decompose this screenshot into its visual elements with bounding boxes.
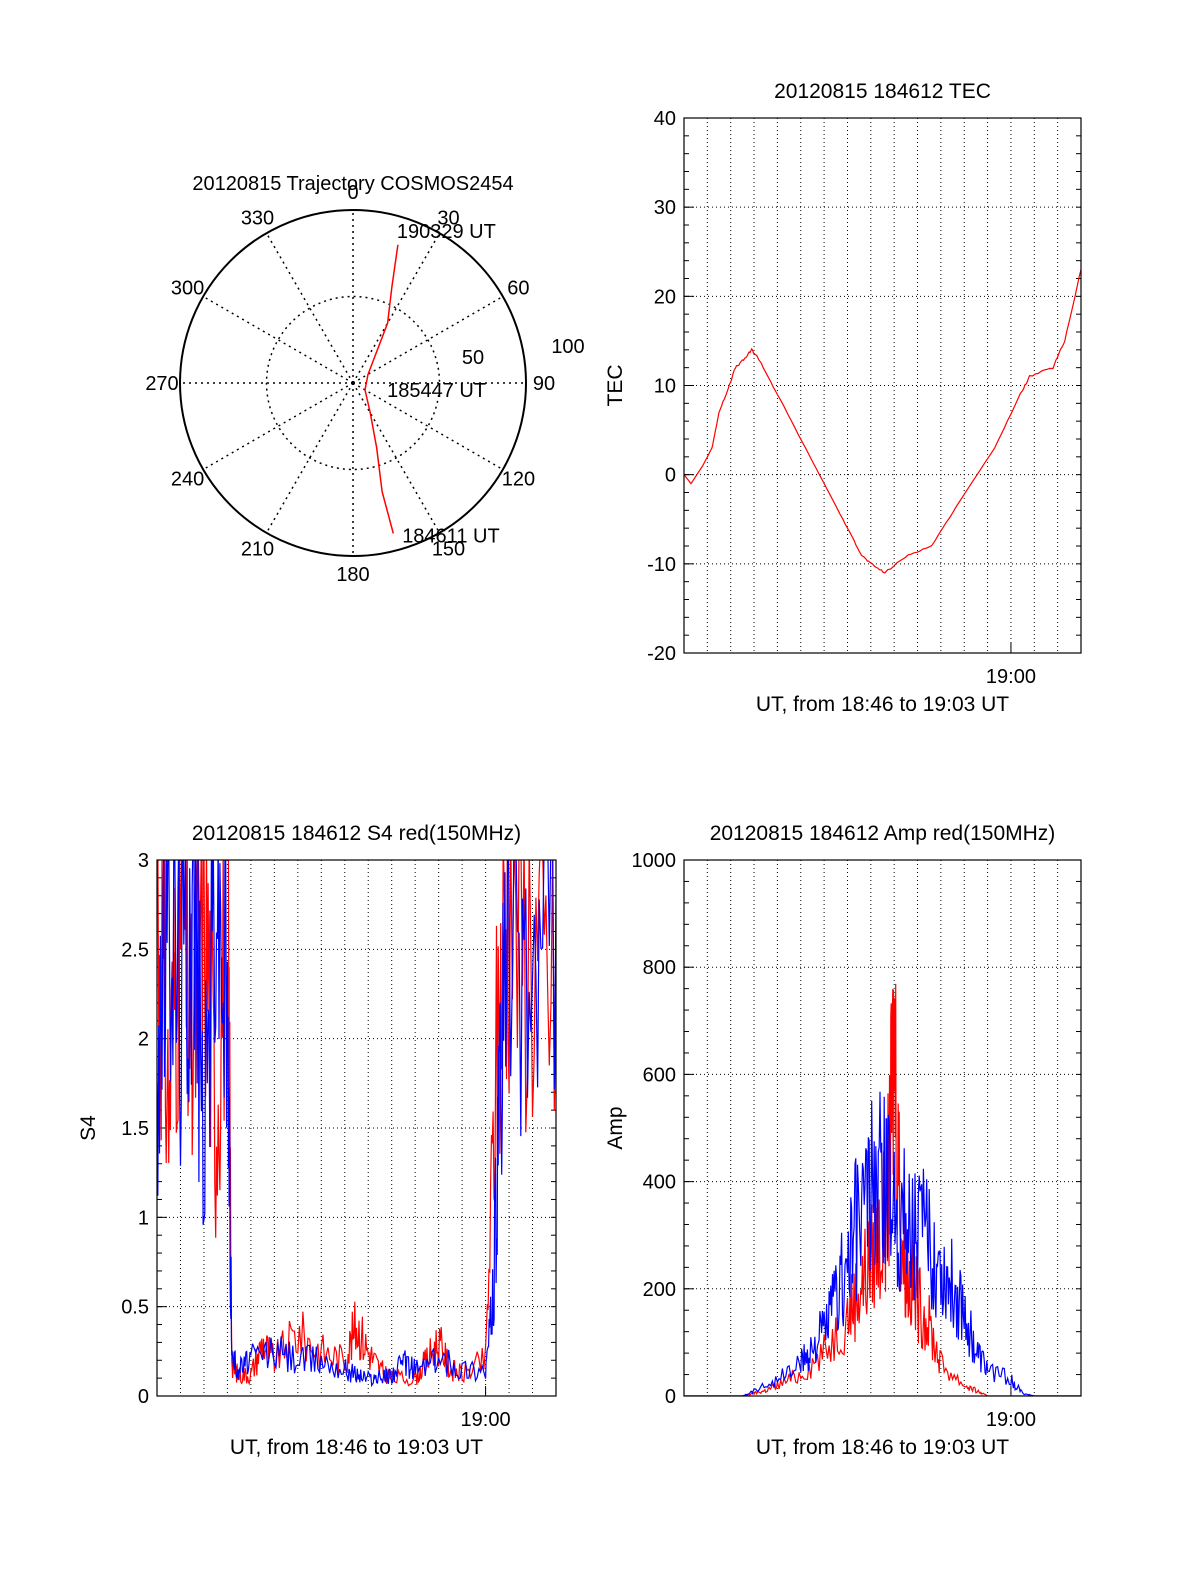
amp-ytick-label: 1000 [632, 850, 677, 872]
polar-angle-label: 30 [437, 208, 459, 230]
tec-ytick-label: 20 [654, 286, 676, 308]
tec-series-line [684, 269, 1081, 574]
s4-xtick-label: 19:00 [461, 1409, 511, 1431]
s4-series-group [157, 860, 556, 1388]
s4-ytick-label: 1.5 [121, 1118, 149, 1140]
amp-ytick-label: 0 [665, 1386, 676, 1408]
polar-grid [180, 210, 526, 556]
polar-angle-label: 60 [507, 278, 529, 300]
amp-xlabel: UT, from 18:46 to 19:03 UT [756, 1436, 1009, 1459]
polar-time-annotation: 185447 UT [387, 380, 486, 402]
polar-trajectory-chart: 20120815 Trajectory COSMOS2454 0 30 60 90 12… [145, 173, 584, 586]
amp-ytick-label: 800 [643, 957, 676, 979]
polar-radial-label: 100 [551, 336, 584, 358]
tec-ytick-label: 40 [654, 108, 676, 130]
polar-angle-labels: 0 30 60 90 120 150 180 210 240 270 300 330 [145, 182, 555, 586]
polar-angle-label: 90 [533, 373, 555, 395]
s4-ytick-label: 0.5 [121, 1297, 149, 1319]
tec-chart: 20120815 184612 TEC -20 -10 0 10 20 30 40 19:00 U… [604, 80, 1082, 716]
tec-ytick-label: 10 [654, 376, 676, 398]
s4-ytick-label: 3 [138, 850, 149, 872]
s4-series-line [157, 860, 556, 1388]
polar-grid-circle [265, 295, 441, 471]
polar-radial-label: 50 [462, 347, 484, 369]
polar-angle-label: 240 [171, 469, 204, 491]
tec-ylabel: TEC [604, 365, 627, 407]
polar-angle-label: 330 [241, 208, 274, 230]
amp-ytick-label: 600 [643, 1064, 676, 1086]
amp-series-line [684, 1091, 1081, 1396]
polar-angle-label: 180 [336, 564, 369, 586]
s4-ytick-label: 1 [138, 1207, 149, 1229]
amp-xtick-label: 19:00 [986, 1409, 1036, 1431]
tec-xlabel: UT, from 18:46 to 19:03 UT [756, 693, 1009, 716]
amp-title: 20120815 184612 Amp red(150MHz) [710, 822, 1056, 845]
tec-title: 20120815 184612 TEC [774, 80, 991, 103]
s4-series-line [157, 860, 556, 1387]
polar-grid-spoke [352, 382, 504, 471]
s4-xlabel: UT, from 18:46 to 19:03 UT [230, 1436, 483, 1459]
polar-angle-label: 300 [171, 278, 204, 300]
tec-frame [683, 117, 1082, 654]
polar-series [364, 244, 399, 534]
polar-radial-labels: 50 100 [462, 336, 585, 369]
polar-angle-label: 210 [241, 538, 274, 560]
polar-title: 20120815 Trajectory COSMOS2454 [192, 173, 513, 195]
polar-grid-spoke [202, 382, 354, 471]
amp-chart: 20120815 184612 Amp red(150MHz) 0 200 400 60… [604, 822, 1082, 1459]
s4-chart: 20120815 184612 S4 red(150MHz) 0 0.5 1 1.5 2 2… [77, 822, 557, 1459]
amp-frame [683, 859, 1082, 1397]
tec-xtick-label: 19:00 [986, 666, 1036, 688]
polar-angle-label: 0 [347, 182, 358, 204]
polar-annotations: 190329 UT 185447 UT 184611 UT [387, 221, 500, 547]
polar-trajectory-line [364, 244, 399, 534]
amp-ytick-label: 200 [643, 1279, 676, 1301]
s4-frame [156, 859, 557, 1397]
polar-outer-circle [179, 209, 527, 557]
polar-angle-label: 270 [145, 373, 178, 395]
tec-series-group [684, 269, 1081, 574]
tec-ytick-label: -10 [647, 554, 676, 576]
amp-series-group [684, 983, 1081, 1396]
polar-time-annotation: 184611 UT [402, 525, 499, 547]
s4-ylabel: S4 [77, 1115, 100, 1141]
polar-grid-spoke [265, 382, 354, 534]
polar-grid-spoke [352, 382, 441, 534]
s4-ytick-label: 2.5 [121, 939, 149, 961]
polar-grid-spoke [202, 295, 354, 384]
amp-ylabel: Amp [604, 1106, 627, 1149]
polar-grid-spoke [352, 232, 441, 384]
polar-grid-spoke [265, 232, 354, 384]
polar-grid-spoke [352, 295, 504, 384]
amp-ytick-label: 400 [643, 1172, 676, 1194]
s4-ytick-label: 0 [138, 1386, 149, 1408]
s4-ytick-label: 2 [138, 1029, 149, 1051]
polar-angle-label: 150 [432, 538, 465, 560]
s4-title: 20120815 184612 S4 red(150MHz) [192, 822, 521, 845]
amp-series-line [684, 983, 1081, 1396]
tec-ytick-label: 0 [665, 465, 676, 487]
polar-angle-label: 120 [502, 469, 535, 491]
polar-time-annotation: 190329 UT [397, 221, 496, 243]
tec-ytick-label: -20 [647, 643, 676, 665]
tec-ytick-label: 30 [654, 197, 676, 219]
